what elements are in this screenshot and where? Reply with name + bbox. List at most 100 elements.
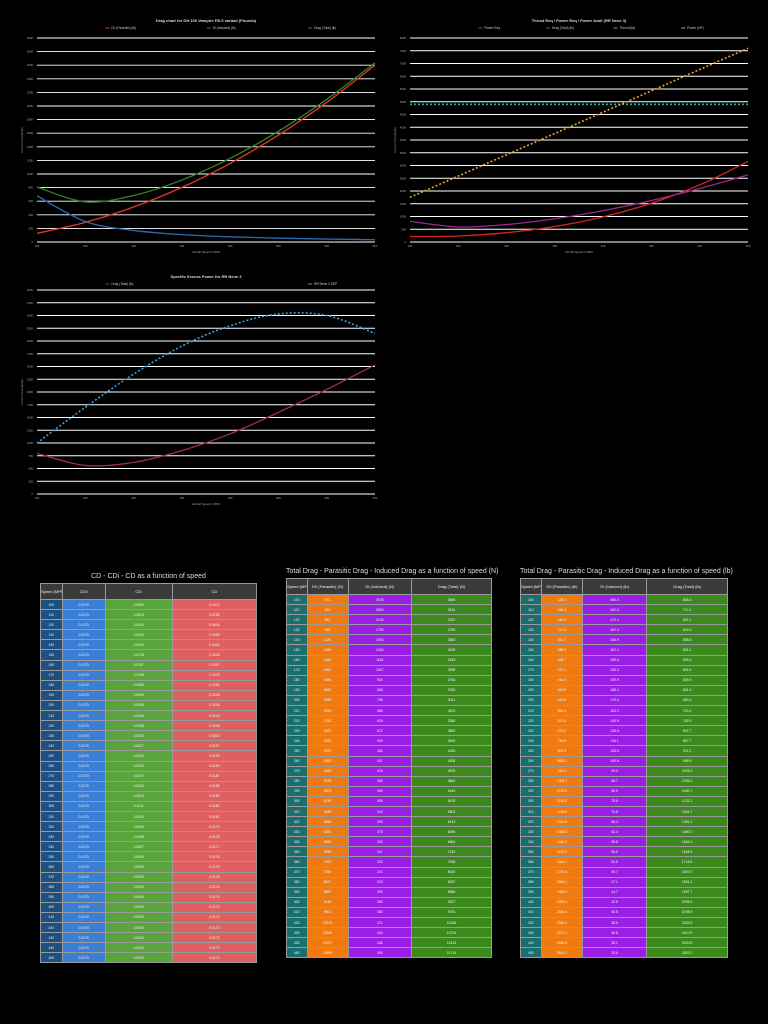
table-cell: 1233.9	[540, 805, 584, 818]
y-tick-label: 3000	[27, 36, 34, 40]
legend-entry: Thrust (lbf)	[620, 26, 635, 30]
table-cell: 6996	[306, 846, 349, 858]
x-tick-label: 150	[456, 244, 461, 248]
table-row: 330 0.0170 0.0008 0.0178	[40, 831, 258, 843]
table-cell: 280	[286, 775, 308, 787]
header-row: Speed (MPH)D0 (Parasitic) (N)Di (Induced…	[286, 578, 492, 595]
table-cell: 7402	[306, 856, 349, 868]
table-cell: 8687	[306, 886, 349, 898]
table-cell: 156	[347, 937, 413, 949]
table-cell: 380	[520, 876, 542, 888]
table-cell: 5140	[306, 795, 349, 807]
table-cell: 1344	[347, 644, 413, 656]
table-cell: 415	[347, 765, 413, 777]
y-tick-label: 3750	[27, 301, 34, 305]
table-cell: 320	[520, 816, 542, 828]
table-cell: 295	[347, 816, 413, 828]
table-row: 260 0.0170 0.0020 0.0190	[40, 760, 258, 772]
table-cell: 270	[286, 765, 308, 777]
table-cell: 2285	[306, 694, 349, 707]
table-row: 390 0.0170 0.0004 0.0174	[40, 891, 258, 903]
table-cell: 0.0008	[104, 831, 173, 843]
table-row: 140 0.0170 0.0234 0.0404	[40, 639, 258, 651]
table-cell: 33.6	[582, 947, 648, 959]
table-cell: 1047	[347, 664, 413, 676]
x-tick-label: 450	[373, 496, 378, 500]
table-cell: 0.0180	[171, 810, 258, 823]
table-cell: 430	[40, 932, 63, 944]
column-header: CD	[171, 583, 258, 600]
table-row: 340 1484.3 58.8 1543.1	[520, 836, 728, 848]
table-cell: 62.4	[582, 826, 648, 838]
table-cell: 572	[347, 725, 413, 737]
table-cell: 250	[286, 745, 308, 757]
table-cell: 220	[286, 715, 308, 727]
table-cell: 606.4	[646, 664, 728, 676]
table-row: 130 965 1790 2755	[286, 624, 492, 636]
table-row: 210 2518 686 3204	[286, 705, 492, 717]
table-cell: 3021	[306, 725, 349, 737]
table-cell: 38.5	[582, 916, 648, 929]
table-cell: 180	[347, 906, 413, 919]
y-tick-label: 2800	[27, 50, 34, 54]
table-cell: 0.0172	[171, 952, 258, 964]
series-line	[36, 64, 376, 234]
legend-entry: Power (HP)	[687, 26, 703, 30]
table-cell: 2158.4	[540, 906, 584, 919]
table-cell: 164	[347, 927, 413, 939]
table-cell: 0.0011	[104, 800, 173, 812]
table-cell: 2485.8	[540, 937, 584, 949]
x-tick-label: 150	[83, 496, 88, 500]
table-cell: 270	[520, 765, 542, 777]
table-cell: 0.0170	[61, 649, 106, 661]
table-cell: 0.0187	[171, 770, 258, 782]
table-cell: 0.0108	[104, 669, 173, 681]
table-row: 400 2054.4 42.5 2096.9	[520, 896, 728, 908]
y-tick-label: 2000	[27, 104, 34, 108]
table-cell: 360	[520, 856, 542, 868]
table-row: 160 0.0170 0.0137 0.0307	[40, 659, 258, 671]
table-cell: 58.8	[582, 836, 648, 848]
table-cell: 2755	[411, 624, 492, 636]
table-cell: 562.0	[582, 604, 648, 616]
table-row: 310 1233.9 70.8 1304.7	[520, 805, 728, 818]
chart-title: Specific Excess Power for RR Nene 3	[171, 274, 243, 279]
y-tick-label: 6000	[400, 87, 407, 91]
table-cell: 2900	[411, 684, 492, 696]
table-cell: 0.0170	[61, 780, 106, 792]
table-cell: 100	[286, 593, 308, 606]
series-line	[409, 160, 749, 238]
table-cell: 598.6	[646, 634, 728, 646]
column-header: Drag (Total) (lb)	[646, 578, 728, 595]
y-tick-label: 8000	[400, 36, 407, 40]
table-cell: 200	[40, 699, 63, 712]
table-cell: 120	[520, 614, 542, 626]
table-cell: 3861	[306, 755, 349, 767]
table-cell: 170	[286, 664, 308, 676]
table-cell: 513.6	[540, 694, 584, 707]
table-cell: 7243	[411, 846, 492, 858]
table-cell: 44.7	[582, 886, 648, 898]
y-tick-label: 1500	[27, 416, 34, 420]
table-row: 280 1006.7 86.7 1093.4	[520, 775, 728, 787]
column-header: Di (Induced) (N)	[347, 578, 413, 595]
table-cell: 1807.5	[646, 866, 728, 878]
table-cell: 0.0170	[61, 659, 106, 671]
table-cell: 0.0069	[104, 689, 173, 701]
table-cell: 360	[40, 861, 63, 873]
table-cell: 0.0170	[61, 699, 106, 712]
table-cell: 390	[40, 891, 63, 903]
table-row: 430 10560 164 10724	[286, 927, 492, 939]
table-row: 170 1651 1047 2698	[286, 664, 492, 676]
table-cell: 11057	[306, 937, 349, 949]
table-cell: 9601	[306, 906, 349, 919]
table-cell: 6864	[411, 836, 492, 848]
table-cell: 340	[520, 836, 542, 848]
table-cell: 80.9	[582, 785, 648, 797]
table-row: 260 868.0 100.6 968.6	[520, 755, 728, 767]
table-cell: 230	[520, 725, 542, 737]
x-tick-label: 300	[228, 244, 233, 248]
table-cell: 390	[286, 886, 308, 898]
table-row: 350 1572.9 55.5 1628.4	[520, 846, 728, 858]
series-line	[36, 195, 376, 241]
